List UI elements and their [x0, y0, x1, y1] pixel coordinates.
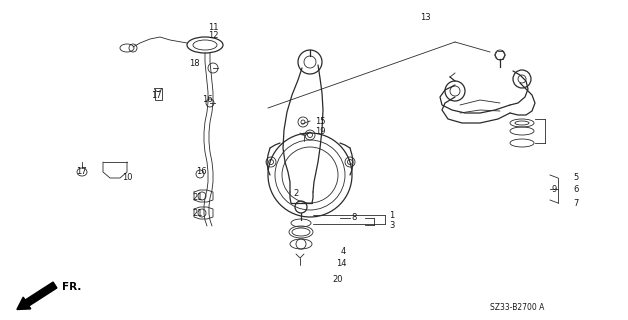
Text: 11: 11 — [208, 22, 219, 31]
Text: 2: 2 — [293, 188, 298, 197]
Text: 4: 4 — [341, 247, 346, 257]
Text: 21: 21 — [192, 193, 202, 202]
Text: 17: 17 — [151, 91, 161, 100]
Text: 16: 16 — [196, 167, 207, 177]
Text: 3: 3 — [389, 220, 394, 229]
FancyArrow shape — [17, 282, 57, 309]
Text: 17: 17 — [76, 167, 87, 177]
Text: 13: 13 — [420, 13, 431, 22]
Text: 18: 18 — [189, 59, 200, 68]
Text: 7: 7 — [573, 198, 578, 207]
Text: 10: 10 — [122, 172, 133, 181]
Text: 20: 20 — [332, 275, 342, 284]
Text: 9: 9 — [552, 185, 557, 194]
Text: 16: 16 — [202, 94, 213, 103]
Text: 5: 5 — [573, 173, 578, 182]
Text: 14: 14 — [336, 260, 347, 268]
Text: 19: 19 — [315, 127, 325, 137]
Text: 1: 1 — [389, 211, 394, 220]
Text: SZ33-B2700 A: SZ33-B2700 A — [490, 303, 544, 313]
Text: 8: 8 — [351, 213, 356, 222]
Text: 6: 6 — [573, 185, 578, 194]
Text: FR.: FR. — [62, 282, 82, 292]
Text: 21: 21 — [192, 210, 202, 219]
Text: 12: 12 — [208, 31, 219, 41]
Text: 15: 15 — [315, 116, 325, 125]
